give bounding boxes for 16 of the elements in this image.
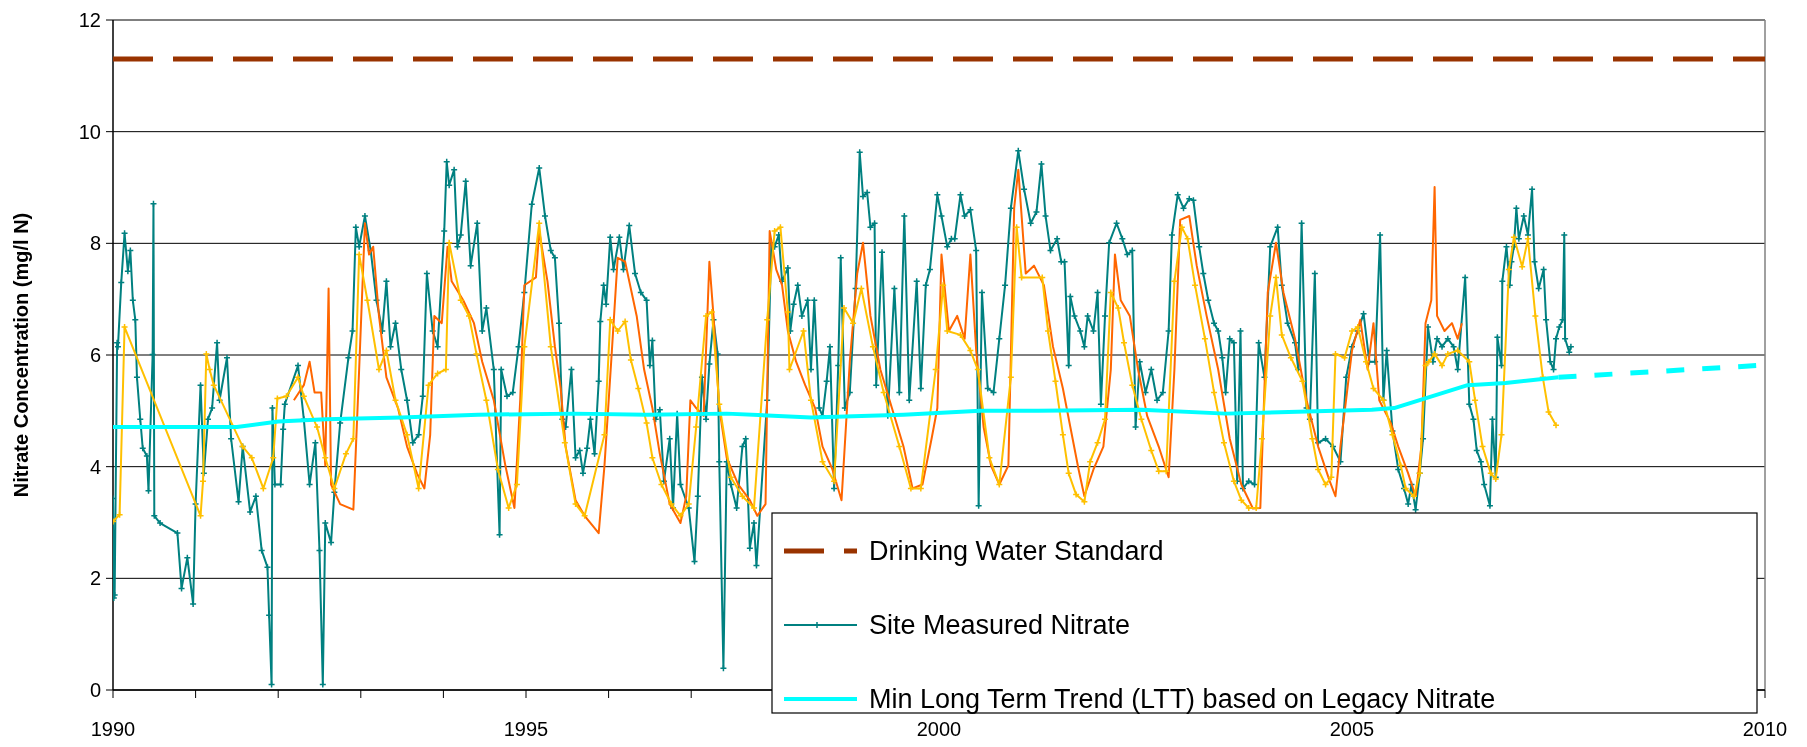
legend-label: Drinking Water Standard [869, 536, 1164, 567]
x-tick-label: 2010 [1742, 718, 1788, 740]
x-tick-label: 1995 [503, 718, 549, 740]
y-tick-label: 4 [89, 455, 101, 478]
x-tick-label: 1990 [90, 718, 136, 740]
y-tick-label: 2 [89, 567, 101, 590]
y-tick-label: 10 [78, 120, 101, 143]
y-tick-label: 6 [89, 344, 101, 366]
x-tick-label: 2005 [1329, 718, 1375, 740]
y-tick-label: 0 [89, 679, 101, 701]
y-tick-label: 8 [89, 232, 101, 255]
x-tick-label: 2000 [916, 718, 962, 740]
y-tick-label: 12 [78, 9, 101, 31]
legend-label: Site Measured Nitrate [869, 610, 1131, 641]
legend-label: Min Long Term Trend (LTT) based on Legacy Nitrate [869, 684, 1496, 715]
y-axis-title: Nitrate Concentration (mg/l N) [10, 212, 32, 498]
